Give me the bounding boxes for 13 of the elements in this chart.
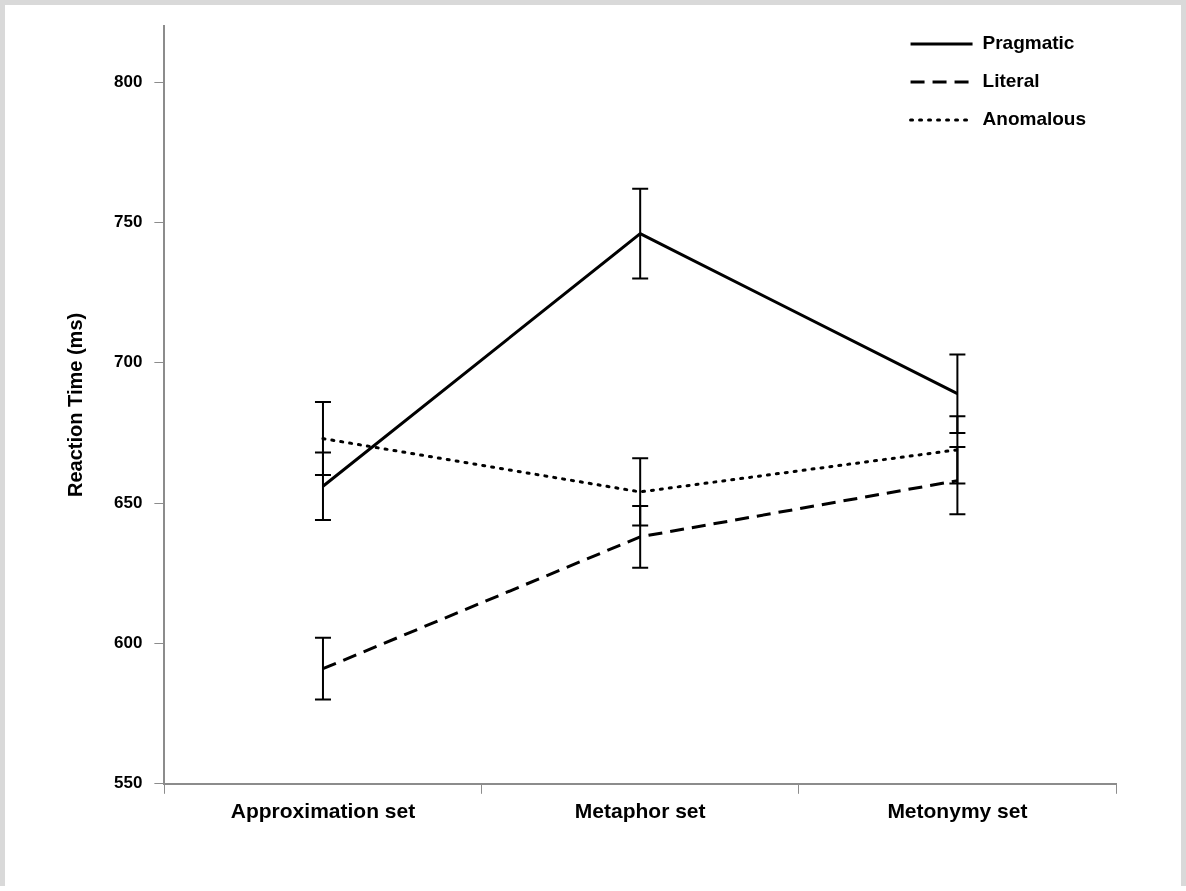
y-axis-title: Reaction Time (ms) bbox=[63, 312, 86, 497]
y-tick-label: 650 bbox=[113, 492, 143, 512]
legend-label: Pragmatic bbox=[982, 32, 1075, 54]
y-tick-label: 750 bbox=[113, 212, 143, 232]
y-tick-label: 800 bbox=[113, 71, 143, 91]
legend-label: Literal bbox=[982, 70, 1040, 92]
y-tick-label: 600 bbox=[113, 633, 143, 653]
legend-label: Anomalous bbox=[982, 108, 1086, 130]
y-tick-label: 550 bbox=[113, 773, 143, 793]
x-tick-label: Metonymy set bbox=[887, 799, 1028, 823]
y-tick-label: 700 bbox=[113, 352, 143, 372]
x-tick-label: Approximation set bbox=[230, 799, 416, 823]
x-tick-label: Metaphor set bbox=[574, 799, 706, 823]
